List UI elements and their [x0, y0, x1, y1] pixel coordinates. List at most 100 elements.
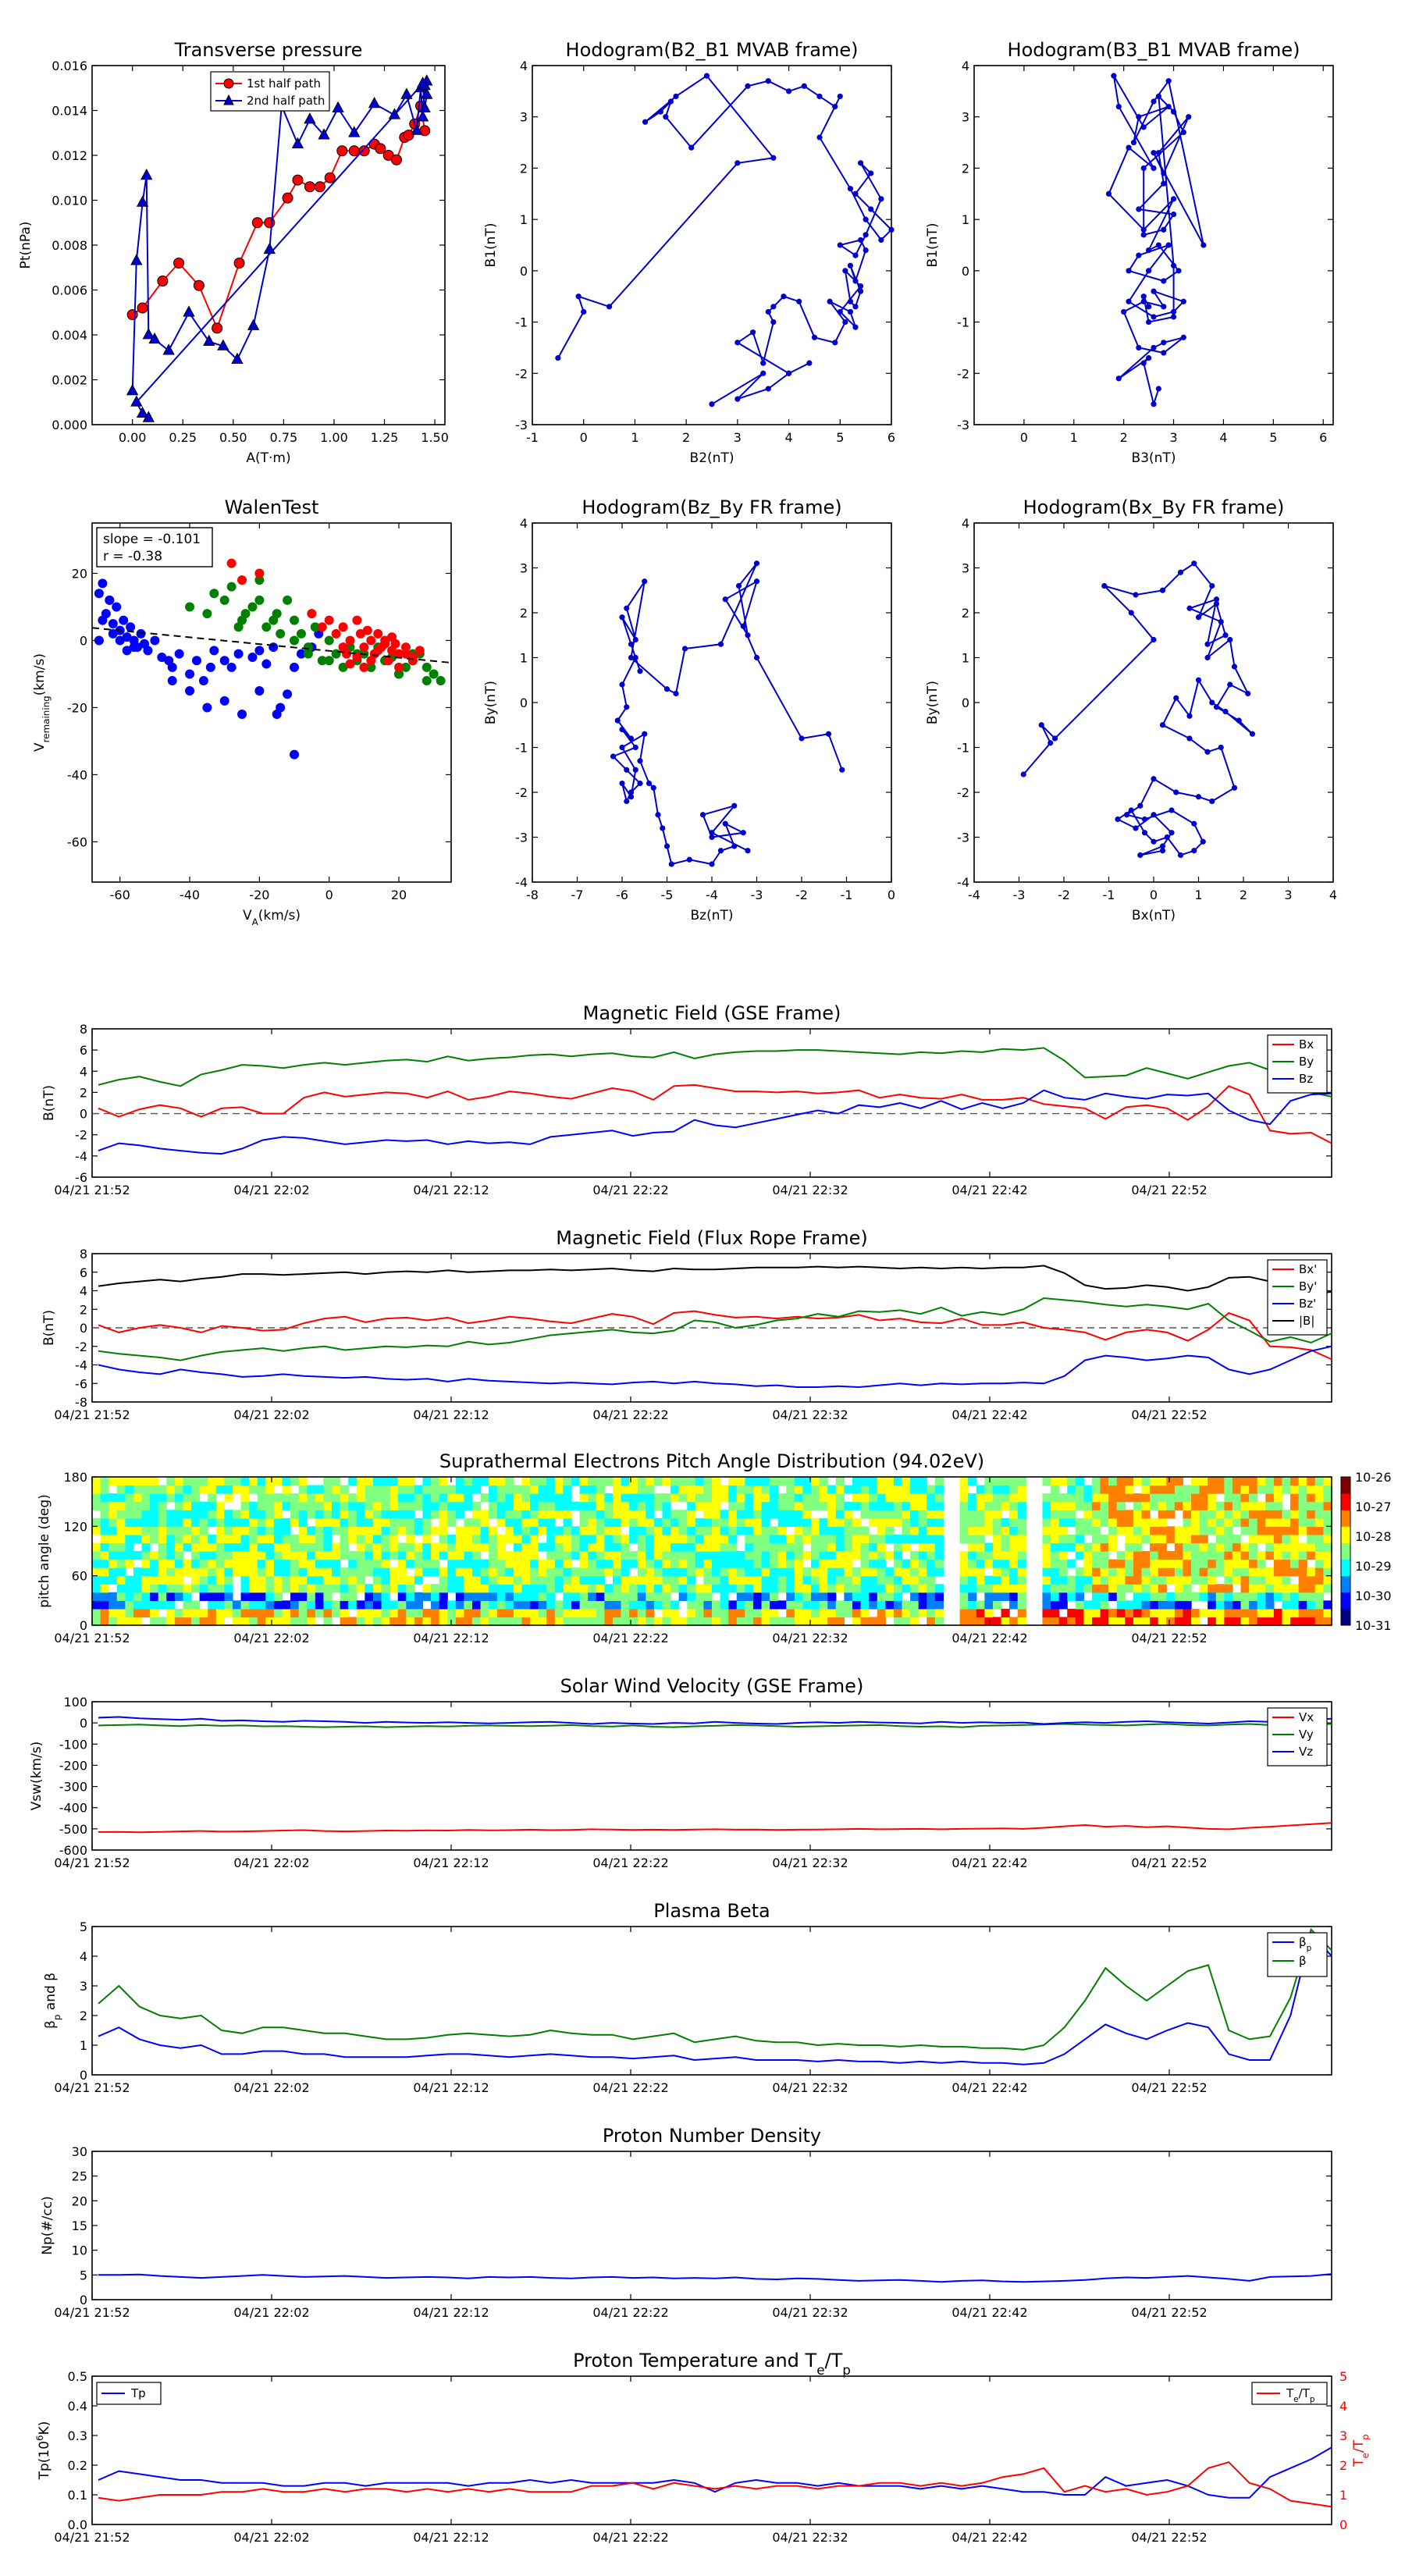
pad-cell [893, 1551, 903, 1560]
pad-cell [290, 1501, 300, 1510]
pad-cell [1298, 1559, 1307, 1568]
pad-cell [736, 1617, 745, 1626]
pad-cell [695, 1501, 705, 1510]
pad-cell [844, 1510, 853, 1519]
pad-cell [489, 1617, 498, 1626]
pad-cell [365, 1551, 374, 1560]
pad-cell [249, 1584, 258, 1593]
pad-cell [249, 1617, 258, 1626]
pad-cell [406, 1534, 415, 1544]
pad-cell [1314, 1567, 1325, 1577]
pad-cell [770, 1592, 779, 1601]
pad-cell [496, 1485, 506, 1494]
pad-cell [1208, 1485, 1217, 1494]
beta-time-tick-label: 04/21 22:42 [951, 2080, 1027, 2095]
pad-cell [637, 1510, 646, 1519]
pad-cell [777, 1567, 787, 1577]
pad-cell [298, 1534, 308, 1544]
pad-cell [720, 1575, 729, 1585]
pad-cell [455, 1617, 464, 1626]
pad-cell [1009, 1551, 1019, 1560]
pad-cell [116, 1567, 126, 1577]
pad-cell [530, 1542, 539, 1552]
pad-cell [298, 1542, 308, 1552]
pad-cell [224, 1485, 233, 1494]
beta-ytick-label: 1 [80, 2038, 87, 2053]
pad-cell [166, 1477, 176, 1486]
hodo4-ytick-label: -1 [957, 741, 969, 756]
pad-cell [166, 1600, 176, 1610]
pad-cell [902, 1510, 911, 1519]
pad-cell [596, 1559, 605, 1568]
pad-cell [1257, 1608, 1266, 1618]
pad-cell [695, 1617, 705, 1626]
pad-cell [670, 1493, 680, 1503]
pad-cell [340, 1542, 349, 1552]
pad-cell [976, 1517, 985, 1527]
pad-cell [513, 1592, 523, 1601]
hodo4-point [1195, 614, 1202, 621]
pad-cell [356, 1501, 365, 1510]
pad-cell [695, 1584, 705, 1593]
hodo4-point [1128, 807, 1134, 813]
pad-cell [984, 1592, 994, 1601]
pad-cell [678, 1477, 688, 1486]
pad-cell [579, 1542, 589, 1552]
hodo2-point [1151, 401, 1157, 407]
pad-cell [257, 1575, 266, 1585]
pad-cell [1091, 1592, 1101, 1601]
pad-cell [1091, 1559, 1101, 1568]
mag_fr-time-tick-label: 04/21 22:42 [951, 1407, 1027, 1422]
mag_gse-ytick-label: -2 [75, 1128, 87, 1143]
pad-cell [1265, 1493, 1275, 1503]
pad-cell [224, 1575, 233, 1585]
pad-cell [869, 1600, 878, 1610]
pad-cell [794, 1592, 804, 1601]
pad-cell [934, 1592, 944, 1601]
hodo4-xtick-label: 4 [1329, 888, 1337, 902]
pad-cell [992, 1493, 1002, 1503]
pad-cell [976, 1501, 985, 1510]
pad-cell [240, 1617, 250, 1626]
pad-cell [554, 1559, 564, 1568]
pad-cell [496, 1542, 506, 1552]
tp-point-triangle [400, 87, 413, 99]
pad-cell [927, 1584, 936, 1593]
pad-cell [678, 1542, 688, 1552]
hodo2-point [1140, 360, 1147, 366]
pad-cell [489, 1567, 498, 1577]
pad-cell [1091, 1542, 1101, 1552]
hodo2-point [1121, 308, 1127, 315]
pad-cell [249, 1501, 258, 1510]
walen-point-series-3 [307, 609, 317, 619]
pad-cell [125, 1485, 134, 1494]
pad-cell [1058, 1517, 1068, 1527]
pad-cell [621, 1592, 630, 1601]
pad-cell [471, 1575, 482, 1585]
pad-cell [1001, 1493, 1010, 1503]
pad-cell [513, 1526, 523, 1535]
hodo1-point [832, 103, 838, 110]
pad-cell [927, 1600, 936, 1610]
pad-cell [1174, 1477, 1184, 1486]
pad-cell [496, 1575, 506, 1585]
pad-cell [546, 1517, 556, 1527]
hodo2-point [1170, 308, 1177, 315]
pad-cell [910, 1526, 919, 1535]
pad-cell [116, 1542, 126, 1552]
pad-cell [489, 1493, 498, 1503]
pad-cell [447, 1617, 457, 1626]
hodo2-point [1151, 288, 1157, 294]
pad-cell [1232, 1559, 1242, 1568]
pad-cell [786, 1559, 795, 1568]
hodo2-path [1108, 75, 1204, 407]
pad-cell [365, 1592, 374, 1601]
pad-cell [786, 1600, 795, 1610]
pad-cell [1108, 1517, 1118, 1527]
pad-cell [1158, 1567, 1167, 1577]
tp-point-triangle [217, 339, 229, 350]
hodo3-point [722, 820, 728, 827]
pad-cell [174, 1567, 184, 1577]
walen-point-series-1 [150, 635, 160, 646]
pad-cell [340, 1534, 349, 1544]
